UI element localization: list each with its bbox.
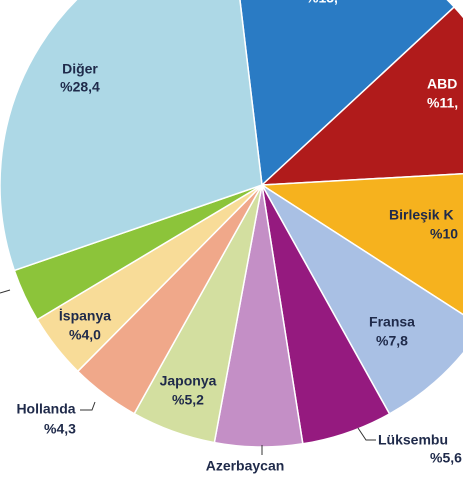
leader-line — [80, 401, 96, 411]
slice-label: Birleşik K — [389, 207, 454, 223]
pie-slice — [261, 184, 463, 415]
pie-slice — [259, 173, 463, 316]
pie-slice — [0, 0, 263, 272]
value-label: %4,0 — [69, 327, 101, 343]
value-label: %28,4 — [60, 79, 100, 95]
slice-label: Azerbaycan — [206, 458, 285, 474]
slice-label: Hollanda — [16, 401, 75, 417]
value-label: %5,2 — [172, 392, 204, 408]
value-label: %7,8 — [376, 333, 408, 349]
leader-line — [357, 427, 376, 441]
slice-label: İspanya — [59, 308, 111, 324]
value-label: %5,6 — [430, 450, 462, 466]
slice-label: ABD — [427, 76, 457, 92]
value-label: %15, — [306, 0, 338, 6]
slice-label: Japonya — [160, 373, 217, 389]
slice-label: Fransa — [369, 314, 415, 330]
slice-label: Diğer — [62, 61, 98, 77]
slice-label: Lüksembu — [378, 432, 448, 448]
value-label: %4,3 — [44, 421, 76, 437]
value-label: %11, — [427, 95, 458, 111]
pie-slice — [239, 0, 456, 187]
leader-line — [0, 289, 11, 294]
value-label: %10 — [430, 226, 458, 242]
